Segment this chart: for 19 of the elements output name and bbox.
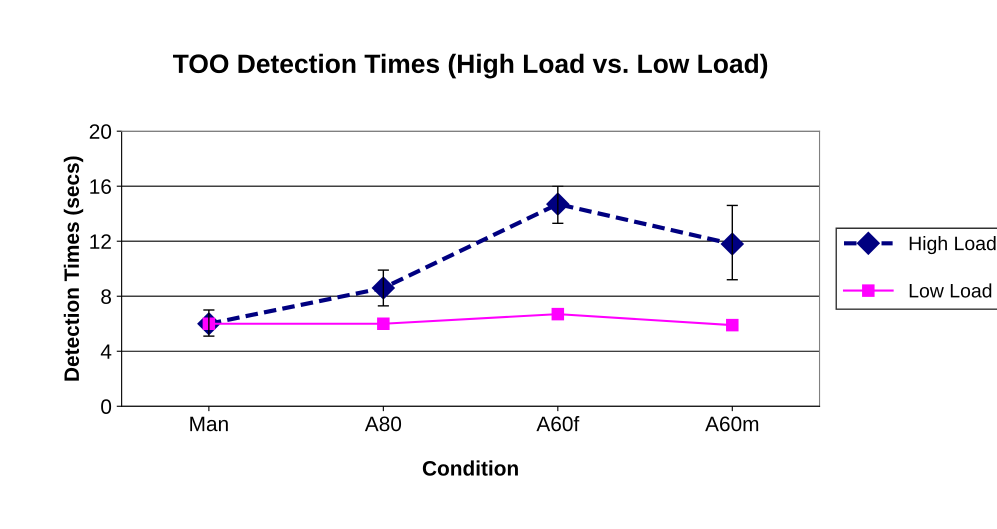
x-tick-label: A80 [364, 416, 402, 432]
chart-title: TOO Detection Times (High Load vs. Low Load) [173, 54, 768, 78]
y-tick-label: 16 [90, 179, 111, 194]
point [552, 308, 564, 320]
y-tick-label: 0 [101, 399, 112, 414]
y-tick-label: 4 [100, 344, 112, 359]
point [377, 318, 390, 330]
y-tick-label: 8 [101, 289, 112, 304]
legend-label: High Load [910, 236, 996, 254]
y-axis-title: Detection Times (secs) [64, 156, 84, 381]
legend-label: Low Load [910, 283, 992, 298]
x-tick-label: A60f [536, 416, 580, 432]
y-tick-label: 12 [90, 234, 111, 249]
point [726, 318, 739, 332]
x-axis-title: Condition [422, 460, 518, 476]
point [720, 232, 744, 256]
x-tick-label: Man [190, 416, 228, 432]
x-tick-label: A60m [705, 416, 758, 432]
y-tick-label: 20 [90, 124, 112, 139]
